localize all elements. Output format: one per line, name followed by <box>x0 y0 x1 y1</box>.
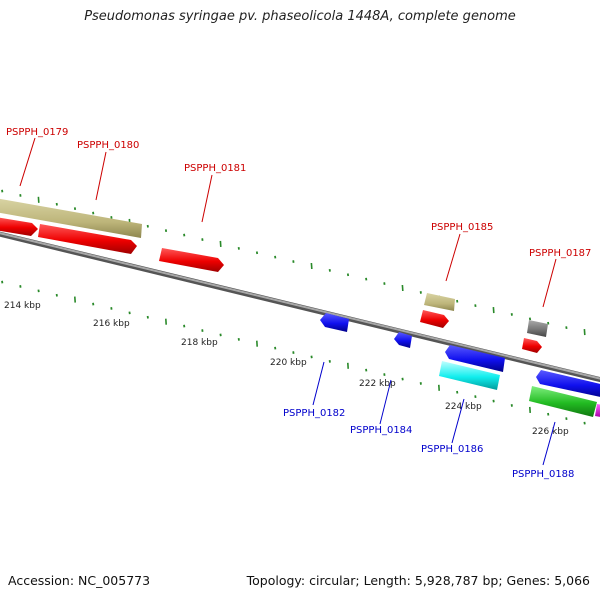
gene-label[interactable]: PSPPH_0186 <box>421 444 483 455</box>
scale-label: 224 kbp <box>445 402 482 412</box>
gene-feature-blue[interactable] <box>320 313 349 332</box>
gene-label[interactable]: PSPPH_0185 <box>431 222 493 233</box>
gene-feature-green[interactable] <box>529 386 597 417</box>
gene-label[interactable]: PSPPH_0182 <box>283 408 345 419</box>
gene-label[interactable]: PSPPH_0187 <box>529 248 591 259</box>
inner-tick-row <box>1 280 586 425</box>
scale-label: 220 kbp <box>270 358 307 368</box>
gene-feature-blue[interactable] <box>394 332 412 348</box>
gene-label[interactable]: PSPPH_0184 <box>350 425 412 436</box>
gene-feature-gray[interactable] <box>527 320 548 337</box>
scale-label: 214 kbp <box>4 301 41 311</box>
scale-label: 222 kbp <box>359 379 396 389</box>
gene-feature-red[interactable] <box>420 310 449 328</box>
gene-feature-red[interactable] <box>38 224 137 254</box>
gene-feature-red[interactable] <box>522 338 542 353</box>
label-leader-lines <box>19 137 557 466</box>
map-title: Pseudomonas syringae pv. phaseolicola 14… <box>84 9 516 24</box>
gene-feature-blue[interactable] <box>445 345 505 372</box>
gene-feature-tan[interactable] <box>0 198 142 238</box>
gene-features-reverse <box>320 313 600 417</box>
gene-feature-tan[interactable] <box>424 293 455 311</box>
scale-label: 226 kbp <box>532 427 569 437</box>
gene-label[interactable]: PSPPH_0181 <box>184 163 246 174</box>
gene-label[interactable]: PSPPH_0188 <box>512 469 574 480</box>
gene-label[interactable]: PSPPH_0179 <box>6 127 68 138</box>
scale-label: 216 kbp <box>93 319 130 329</box>
gene-feature-red[interactable] <box>159 248 224 272</box>
genome-backbone <box>0 231 600 383</box>
gene-feature-cyan[interactable] <box>439 361 500 390</box>
gene-feature-magenta[interactable] <box>595 404 600 417</box>
gene-labels: PSPPH_0179 PSPPH_0180 PSPPH_0181 PSPPH_0… <box>6 127 591 480</box>
scale-labels: 214 kbp 216 kbp 218 kbp 220 kbp 222 kbp … <box>4 301 569 437</box>
gene-feature-blue[interactable] <box>536 370 600 398</box>
gene-feature-red[interactable] <box>0 217 38 236</box>
gene-label[interactable]: PSPPH_0180 <box>77 140 139 151</box>
scale-label: 218 kbp <box>181 338 218 348</box>
outer-tick-row <box>1 189 586 336</box>
accession-label: Accession: NC_005773 <box>8 573 151 588</box>
gene-features <box>0 198 548 353</box>
topology-label: Topology: circular; Length: 5,928,787 bp… <box>246 573 590 588</box>
